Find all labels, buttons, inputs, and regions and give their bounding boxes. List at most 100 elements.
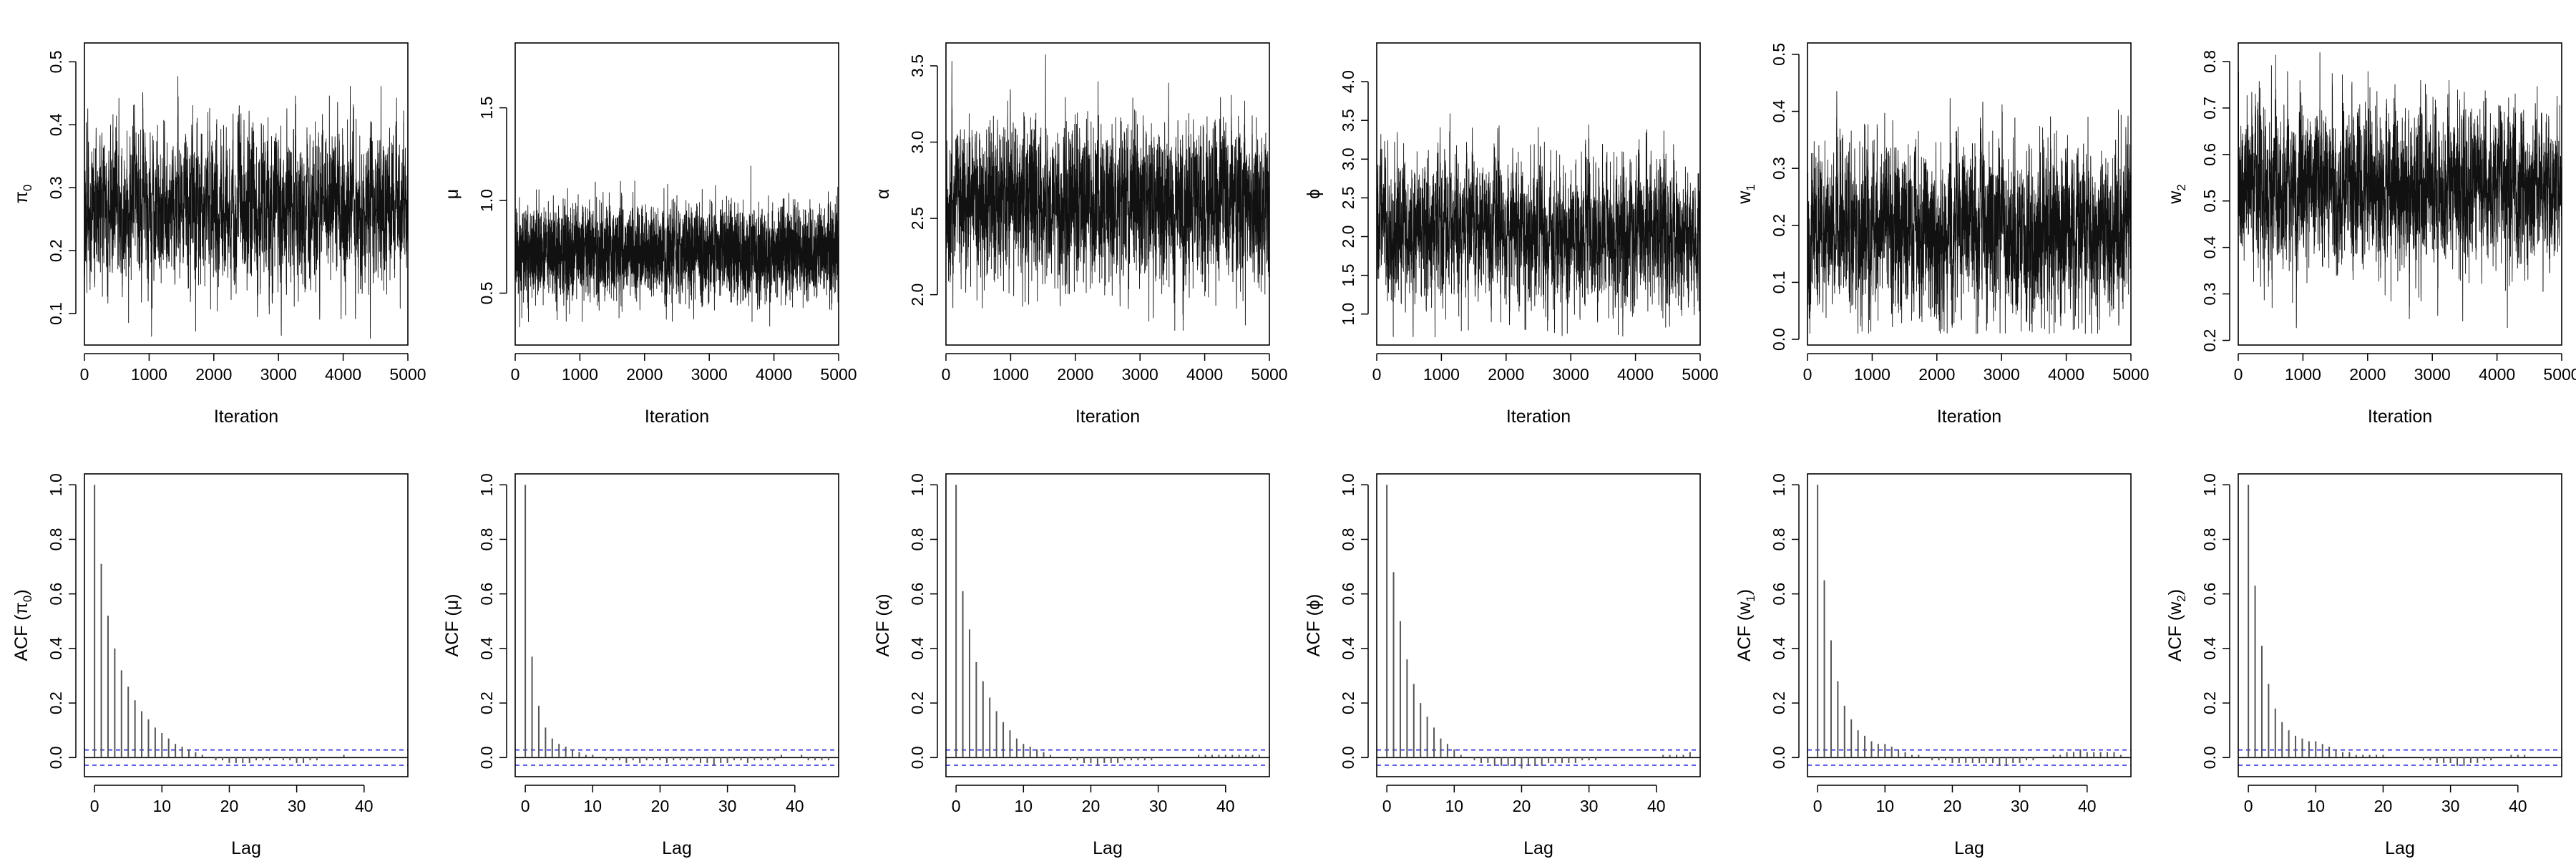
x-tick-label: 0 [80,365,89,384]
x-tick-label: 10 [1875,797,1894,815]
y-tick-label: 0.4 [1770,637,1788,660]
y-tick-label: 1.0 [47,473,65,496]
y-axis-label-text: ϕ [1304,189,1324,199]
y-axis-label: ACF (w1) [1735,589,1757,661]
plot-frame [84,42,409,346]
y-tick-label: 3.0 [1339,147,1357,170]
y-tick-label: 0.4 [908,637,927,660]
x-tick-label: 1000 [1423,365,1460,384]
y-axis-label-text: ACF (w [1735,601,1755,661]
y-tick-label: 0.8 [2200,528,2219,550]
x-tick-label: 0 [521,797,530,815]
y-axis-label: ACF (π0) [11,589,34,661]
x-tick-label: 5000 [2112,365,2149,384]
y-tick-label: 0.4 [477,637,496,660]
y-tick-label: 0.0 [1339,746,1357,769]
x-tick-label: 2000 [1057,365,1093,384]
y-tick-label: 0.0 [908,746,927,769]
trace-line [1376,113,1701,338]
x-tick-label: 20 [651,797,670,815]
x-tick-label: 40 [786,797,804,815]
x-axis-label: Lag [1523,838,1553,858]
x-tick-label: 0 [2244,797,2253,815]
y-axis-label: ACF (μ) [442,593,462,656]
y-tick-label: 0.8 [477,528,496,550]
x-tick-label: 3000 [691,365,728,384]
y-tick-label: 0.0 [47,746,65,769]
y-tick-label: 1.0 [1339,303,1357,326]
x-tick-label: 2000 [1918,365,1955,384]
plot-frame [945,42,1270,346]
x-tick-label: 40 [2509,797,2527,815]
y-tick-label: 0.2 [1339,691,1357,714]
x-tick-label: 5000 [389,365,426,384]
x-tick-label: 10 [152,797,171,815]
trace-panel-5: 0 1000 2000 3000 4000 5000 0.0 0.1 0.2 0.3 0.4 0.5 I… [1735,42,2150,427]
x-tick-label: 0 [942,365,951,384]
x-axis-label: Iteration [1506,407,1571,427]
x-axis-label: Lag [1954,838,1984,858]
y-tick-label: 0.4 [47,113,65,136]
trace-line [84,76,409,339]
x-tick-label: 4000 [1186,365,1223,384]
x-tick-label: 1000 [992,365,1029,384]
y-tick-label: 0.4 [1770,100,1788,122]
x-tick-label: 1000 [1854,365,1890,384]
y-tick-label: 3.5 [908,54,927,77]
x-axis-label: Iteration [645,407,709,427]
y-tick-label: 0.6 [2200,143,2219,166]
y-tick-label: 0.1 [1770,271,1788,293]
y-tick-label: 0.7 [2200,97,2219,120]
y-tick-label: 0.5 [477,282,496,305]
x-tick-label: 0 [1813,797,1823,815]
y-tick-label: 0.8 [1339,528,1357,550]
x-tick-label: 20 [1943,797,1962,815]
y-axis-label-tail: ) [2165,589,2185,595]
x-tick-label: 0 [511,365,520,384]
y-tick-label: 0.4 [1339,637,1357,660]
x-tick-label: 0 [1372,365,1382,384]
y-tick-label: 0.2 [1770,691,1788,714]
plot-frame [514,473,839,777]
y-axis-label: w2 [2165,184,2188,205]
x-tick-label: 30 [2011,797,2029,815]
x-axis-label: Iteration [2368,407,2432,427]
x-tick-label: 20 [1513,797,1531,815]
trace-panel-6: 0 1000 2000 3000 4000 5000 0.2 0.3 0.4 0.5 0.6 0.7 0… [2165,42,2576,427]
y-axis-label-text: μ [442,189,462,199]
y-axis-label: ϕ [1304,189,1324,199]
y-axis-label-subscript: 2 [2175,184,2188,190]
x-tick-label: 5000 [2543,365,2576,384]
x-tick-label: 10 [1445,797,1463,815]
trace-panel-4: 0 1000 2000 3000 4000 5000 1.0 1.5 2.0 2.5 3.0 3.5 4… [1304,42,1719,427]
y-tick-label: 0.3 [2200,283,2219,306]
x-tick-label: 30 [718,797,737,815]
plot-frame [1376,473,1701,777]
y-tick-label: 0.0 [477,746,496,769]
plot-frame [1376,42,1701,346]
x-tick-label: 0 [1803,365,1813,384]
y-axis-label-subscript: 1 [1744,595,1757,601]
x-tick-label: 1000 [2285,365,2321,384]
y-axis-label: w1 [1735,184,1757,205]
x-tick-label: 20 [220,797,239,815]
y-tick-label: 0.5 [2200,190,2219,213]
y-axis-label-text: π [11,191,31,203]
trace-panel-1: 0 1000 2000 3000 4000 5000 0.1 0.2 0.3 0.4 0.5 Iter… [11,42,426,427]
x-tick-label: 40 [1647,797,1666,815]
y-axis-label: ACF (α) [873,593,893,656]
x-tick-label: 1000 [562,365,598,384]
plot-frame [1807,473,2132,777]
x-tick-label: 30 [288,797,306,815]
x-axis-label: Iteration [214,407,278,427]
x-tick-label: 3000 [1553,365,1589,384]
x-tick-label: 3000 [260,365,297,384]
y-tick-label: 0.4 [2200,236,2219,258]
plot-frame [1807,42,2132,346]
y-tick-label: 1.0 [477,189,496,212]
x-tick-label: 20 [2374,797,2393,815]
x-tick-label: 20 [1082,797,1101,815]
